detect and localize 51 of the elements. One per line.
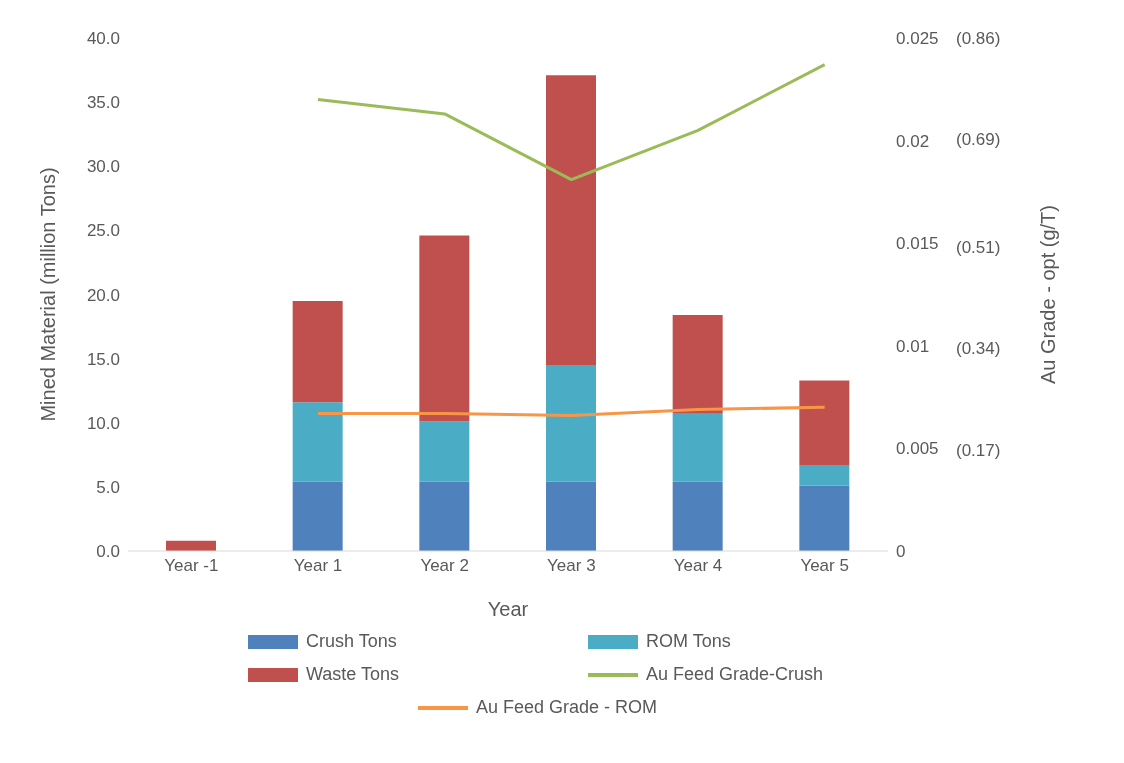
bar <box>799 380 850 466</box>
y2-axis-title: Au Grade - opt (g/T) <box>1037 205 1060 384</box>
legend-label: Crush Tons <box>306 631 397 652</box>
y2-tick-label: 0.02 <box>896 131 930 151</box>
x-tick-label: Year 5 <box>800 556 849 576</box>
bar <box>546 481 596 551</box>
y3-tick-label: (0.51) <box>956 237 1001 257</box>
bar <box>419 421 470 482</box>
x-tick-label: Year -1 <box>164 556 219 576</box>
x-axis-title: Year <box>487 598 529 620</box>
y3-tick-label: (0.86) <box>956 29 1001 49</box>
y2-tick-label: 0.015 <box>896 234 939 254</box>
bar <box>672 413 723 482</box>
y3-tick-label: (0.69) <box>956 130 1001 150</box>
bar <box>672 481 723 551</box>
y-tick-label: 35.0 <box>86 93 120 113</box>
y2-tick-label: 0.025 <box>896 29 939 49</box>
bar <box>672 315 723 414</box>
bar <box>292 300 343 403</box>
line-series <box>316 63 827 182</box>
bar <box>419 235 470 422</box>
y2-tick-label: 0.01 <box>896 336 930 356</box>
bar <box>292 402 343 482</box>
bar <box>292 481 343 551</box>
x-tick-label: Year 3 <box>547 556 596 576</box>
y3-tick-label: (0.34) <box>956 339 1001 359</box>
x-tick-label: Year 1 <box>293 556 343 576</box>
bar <box>799 465 850 486</box>
bar <box>799 485 850 551</box>
bar <box>546 75 596 366</box>
y-tick-label: 10.0 <box>86 413 120 433</box>
x-tick-label: Year 2 <box>420 556 469 576</box>
legend-label: Au Feed Grade - ROM <box>476 697 658 718</box>
y-tick-label: 20.0 <box>86 285 120 305</box>
legend-label: Waste Tons <box>306 664 400 685</box>
y-tick-label: 5.0 <box>96 477 120 497</box>
bar <box>546 365 596 482</box>
y-axis-title: Mined Material (million Tons) <box>37 167 60 422</box>
line-series <box>316 405 827 418</box>
y-tick-label: 40.0 <box>86 29 120 49</box>
y-tick-label: 15.0 <box>86 349 120 369</box>
y-tick-label: 30.0 <box>86 157 120 177</box>
bar <box>419 481 470 551</box>
y-tick-label: 25.0 <box>86 221 120 241</box>
legend-label: Au Feed Grade-Crush <box>646 664 824 685</box>
y3-tick-label: (0.17) <box>956 440 1001 460</box>
legend-label: ROM Tons <box>646 631 731 652</box>
y-tick-label: 0.0 <box>96 542 120 562</box>
x-tick-label: Year 4 <box>673 556 723 576</box>
y2-tick-label: 0 <box>896 542 906 562</box>
y2-tick-label: 0.005 <box>896 439 939 459</box>
